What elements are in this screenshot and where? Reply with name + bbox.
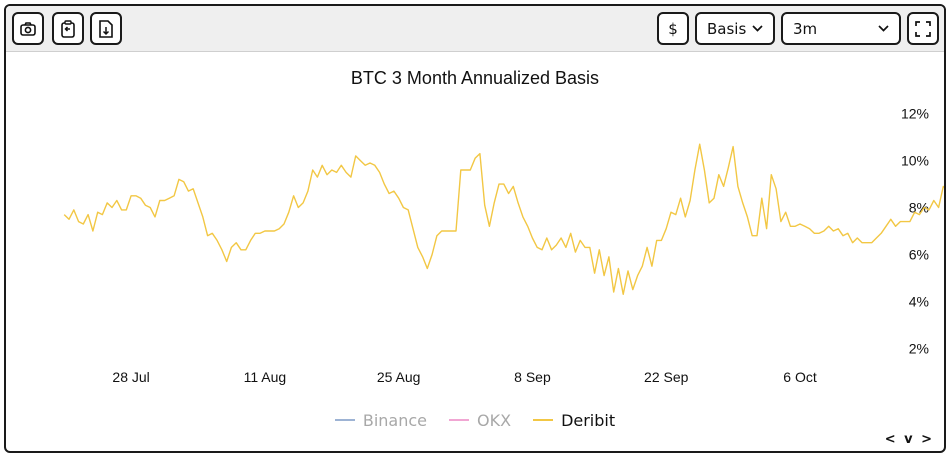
- fullscreen-button[interactable]: [907, 12, 939, 45]
- basis-chart: BTC 3 Month Annualized Basis 2% 4% 6% 8% 10%…: [63, 68, 946, 385]
- currency-label: $: [668, 19, 678, 38]
- legend-label: Deribit: [561, 410, 616, 430]
- currency-button[interactable]: $: [657, 12, 689, 45]
- chart-legend: Binance OKX Deribit: [6, 408, 944, 432]
- chevron-down-icon: [752, 25, 763, 32]
- x-tick-label: 11 Aug: [244, 369, 287, 385]
- chart-toolbar: $ Basis 3m: [6, 6, 944, 52]
- chevron-down-icon: [878, 25, 889, 32]
- clipboard-icon: [61, 19, 75, 38]
- chart-area: BTC 3 Month Annualized Basis 2% 4% 6% 8% 10%…: [6, 52, 946, 451]
- legend-swatch-deribit: [533, 419, 554, 421]
- legend-swatch-binance: [334, 419, 355, 421]
- camera-icon: [20, 21, 36, 36]
- legend-label: OKX: [477, 410, 512, 430]
- range-select[interactable]: 3m: [781, 12, 901, 45]
- y-tick-label: 10%: [901, 153, 929, 169]
- x-tick-label: 28 Jul: [112, 369, 149, 385]
- metric-select[interactable]: Basis: [695, 12, 775, 45]
- x-tick-label: 22 Sep: [644, 369, 689, 385]
- legend-item-okx[interactable]: OKX: [449, 411, 511, 430]
- x-tick-label: 8 Sep: [514, 369, 551, 385]
- series-line-deribit[interactable]: [63, 143, 946, 296]
- legend-label: Binance: [362, 410, 428, 430]
- fullscreen-icon: [915, 20, 931, 37]
- legend-item-binance[interactable]: Binance: [334, 410, 428, 430]
- y-tick-label: 2%: [909, 340, 929, 356]
- y-tick-label: 12%: [901, 106, 929, 122]
- screenshot-button[interactable]: [12, 12, 44, 45]
- y-tick-label: 8%: [909, 200, 929, 216]
- chart-nav-arrows[interactable]: < v >: [884, 432, 934, 447]
- y-tick-label: 6%: [909, 246, 929, 262]
- chart-panel: $ Basis 3m BTC 3 Month Annualized Basis …: [4, 4, 946, 453]
- metric-select-value: Basis: [707, 19, 747, 38]
- legend-swatch-okx: [449, 419, 470, 421]
- x-tick-label: 25 Aug: [377, 369, 421, 385]
- range-select-value: 3m: [793, 19, 818, 38]
- x-tick-label: 6 Oct: [783, 369, 817, 385]
- file-download-icon: [99, 19, 113, 38]
- download-csv-button[interactable]: [90, 12, 122, 45]
- y-tick-label: 4%: [909, 293, 929, 309]
- chart-title: BTC 3 Month Annualized Basis: [351, 68, 599, 88]
- copy-to-clipboard-button[interactable]: [52, 12, 84, 45]
- legend-item-deribit[interactable]: Deribit: [533, 411, 615, 430]
